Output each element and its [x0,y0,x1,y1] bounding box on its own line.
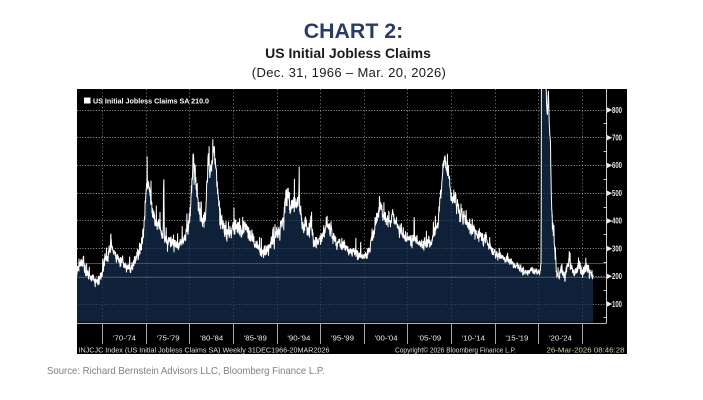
svg-text:INJCJC Index (US Initial Joble: INJCJC Index (US Initial Jobless Claims … [79,346,330,355]
svg-text:'05-'09: '05-'09 [418,334,441,343]
svg-text:'00-'04: '00-'04 [375,334,398,343]
svg-text:'15-'19: '15-'19 [505,334,528,343]
svg-text:600: 600 [612,161,622,170]
svg-text:US Initial Jobless Claims SA 2: US Initial Jobless Claims SA 210.0 [93,97,209,106]
svg-text:800: 800 [612,106,622,115]
svg-text:'80-'84: '80-'84 [200,334,223,343]
svg-text:300: 300 [612,244,622,253]
svg-text:Copyright© 2026 Bloomberg Fina: Copyright© 2026 Bloomberg Finance L.P. [395,346,516,355]
svg-text:'20-'24: '20-'24 [549,334,572,343]
svg-text:200: 200 [612,272,622,281]
svg-text:'75-'79: '75-'79 [157,334,180,343]
svg-text:'90-'94: '90-'94 [287,334,310,343]
svg-text:100: 100 [612,300,622,309]
svg-text:'70-'74: '70-'74 [113,334,136,343]
svg-text:500: 500 [612,189,622,198]
svg-text:'85-'89: '85-'89 [244,334,267,343]
svg-text:26-Mar-2026 08:46:28: 26-Mar-2026 08:46:28 [547,346,625,355]
svg-text:700: 700 [612,134,622,143]
svg-text:'95-'99: '95-'99 [331,334,354,343]
svg-text:'10-'14: '10-'14 [462,334,485,343]
svg-text:400: 400 [612,217,622,226]
